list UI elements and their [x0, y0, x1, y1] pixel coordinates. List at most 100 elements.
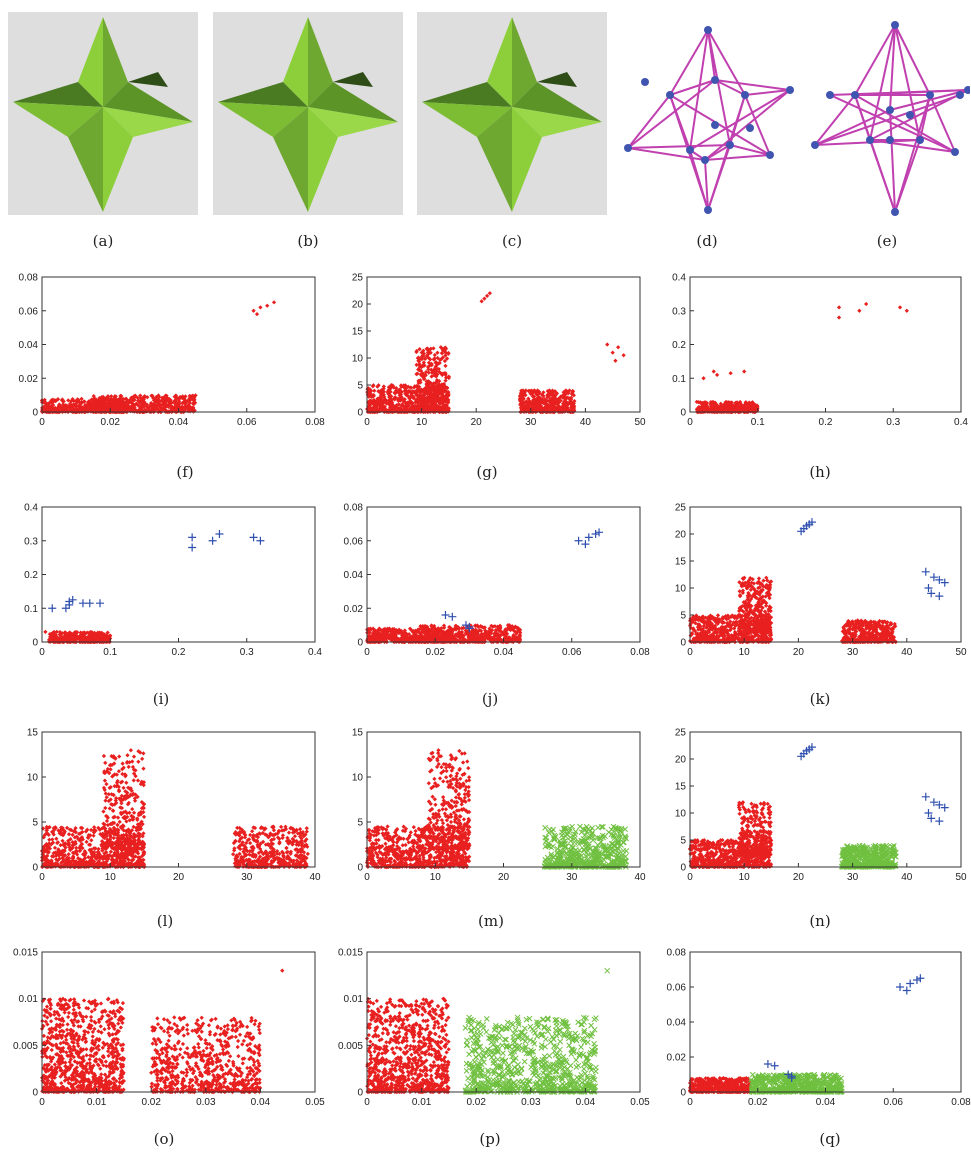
- data-point: [87, 404, 92, 409]
- data-point: [756, 585, 761, 591]
- x-tick-label: 0.1: [751, 417, 765, 428]
- data-point: [745, 593, 750, 598]
- data-point: [376, 631, 381, 637]
- data-point: [86, 399, 91, 404]
- star-icon: [218, 17, 398, 212]
- star-icon: [422, 17, 602, 212]
- data-point: [510, 624, 515, 629]
- data-point: [130, 404, 135, 409]
- x-tick-label: 0.06: [562, 647, 582, 658]
- y-tick-label: 10: [352, 354, 364, 365]
- data-point: [736, 406, 741, 411]
- data-point: [251, 308, 256, 313]
- data-point: [436, 392, 441, 397]
- data-point: [118, 393, 123, 398]
- data-point: [482, 296, 487, 301]
- data-point: [443, 393, 448, 398]
- y-tick-label: 0.02: [344, 604, 364, 615]
- data-point: [437, 360, 442, 366]
- data-points: [39, 300, 277, 415]
- data-point: [426, 379, 431, 384]
- data-point: [591, 530, 600, 538]
- data-point: [427, 638, 432, 643]
- x-tick-label: 10: [416, 417, 428, 428]
- data-point: [162, 402, 167, 407]
- data-point: [750, 635, 756, 640]
- data-point: [541, 393, 546, 399]
- data-point: [549, 403, 554, 408]
- data-point: [857, 308, 862, 313]
- data-point: [438, 390, 444, 396]
- data-point: [434, 378, 440, 383]
- data-point: [417, 361, 422, 367]
- data-point: [747, 635, 753, 641]
- data-point: [438, 629, 443, 635]
- data-point: [411, 396, 416, 401]
- plot-frame: [689, 276, 962, 413]
- data-point: [69, 405, 75, 411]
- data-point: [87, 638, 92, 643]
- y-tick-label: 0: [680, 408, 686, 419]
- data-point: [466, 636, 472, 641]
- data-point: [431, 639, 436, 644]
- data-point: [372, 402, 377, 407]
- x-tick-label: 0.08: [305, 417, 325, 428]
- data-point: [182, 408, 187, 413]
- data-point: [565, 401, 570, 406]
- data-point: [426, 367, 431, 372]
- x-tick-label: 0.4: [308, 647, 322, 658]
- data-point: [98, 407, 103, 413]
- data-point: [484, 293, 490, 299]
- wireframe-graph-icon: [624, 26, 794, 214]
- data-point: [407, 626, 413, 631]
- data-point: [153, 398, 158, 403]
- data-point: [78, 407, 83, 412]
- panel-b-star-render: [213, 12, 403, 215]
- data-point: [440, 371, 445, 376]
- data-point: [474, 629, 480, 634]
- scatter-plot-h: 0 0.1 0.2 0.3 0.400.10.20.30.4: [672, 273, 968, 429]
- data-point: [514, 625, 520, 631]
- data-point: [118, 399, 124, 405]
- data-point: [188, 543, 197, 552]
- data-point: [392, 390, 397, 395]
- data-point: [428, 357, 433, 362]
- data-point: [428, 397, 433, 402]
- data-point: [406, 384, 411, 389]
- x-tick-label: 0.02: [426, 647, 446, 658]
- y-tick-label: 0: [32, 408, 38, 419]
- data-point: [492, 637, 497, 642]
- data-point: [173, 402, 178, 407]
- data-point: [153, 406, 158, 411]
- data-point: [258, 305, 263, 310]
- data-point: [125, 407, 131, 412]
- data-point: [724, 629, 730, 635]
- data-point: [376, 398, 382, 403]
- data-point: [132, 409, 137, 414]
- data-point: [169, 404, 174, 409]
- panel-a-star-render: [8, 12, 198, 215]
- data-point: [159, 395, 165, 400]
- data-point: [78, 599, 87, 608]
- data-point: [173, 395, 178, 401]
- data-point: [169, 400, 174, 405]
- data-point: [556, 406, 561, 411]
- data-point: [117, 404, 122, 409]
- data-point: [65, 600, 74, 609]
- data-point: [427, 363, 432, 368]
- x-tick-label: 0: [364, 417, 370, 428]
- data-point: [140, 397, 145, 403]
- x-tick-label: 0.02: [101, 417, 121, 428]
- data-point: [157, 403, 162, 408]
- data-point: [370, 384, 376, 389]
- x-tick-label: 40: [580, 417, 592, 428]
- data-point: [428, 388, 434, 394]
- data-point: [64, 403, 69, 408]
- y-tick-label: 0.4: [672, 273, 686, 284]
- x-tick-label: 0.08: [630, 647, 650, 658]
- data-point: [375, 401, 381, 406]
- data-point: [375, 635, 380, 640]
- data-point: [380, 400, 385, 405]
- data-point: [135, 395, 140, 400]
- data-point: [177, 396, 182, 401]
